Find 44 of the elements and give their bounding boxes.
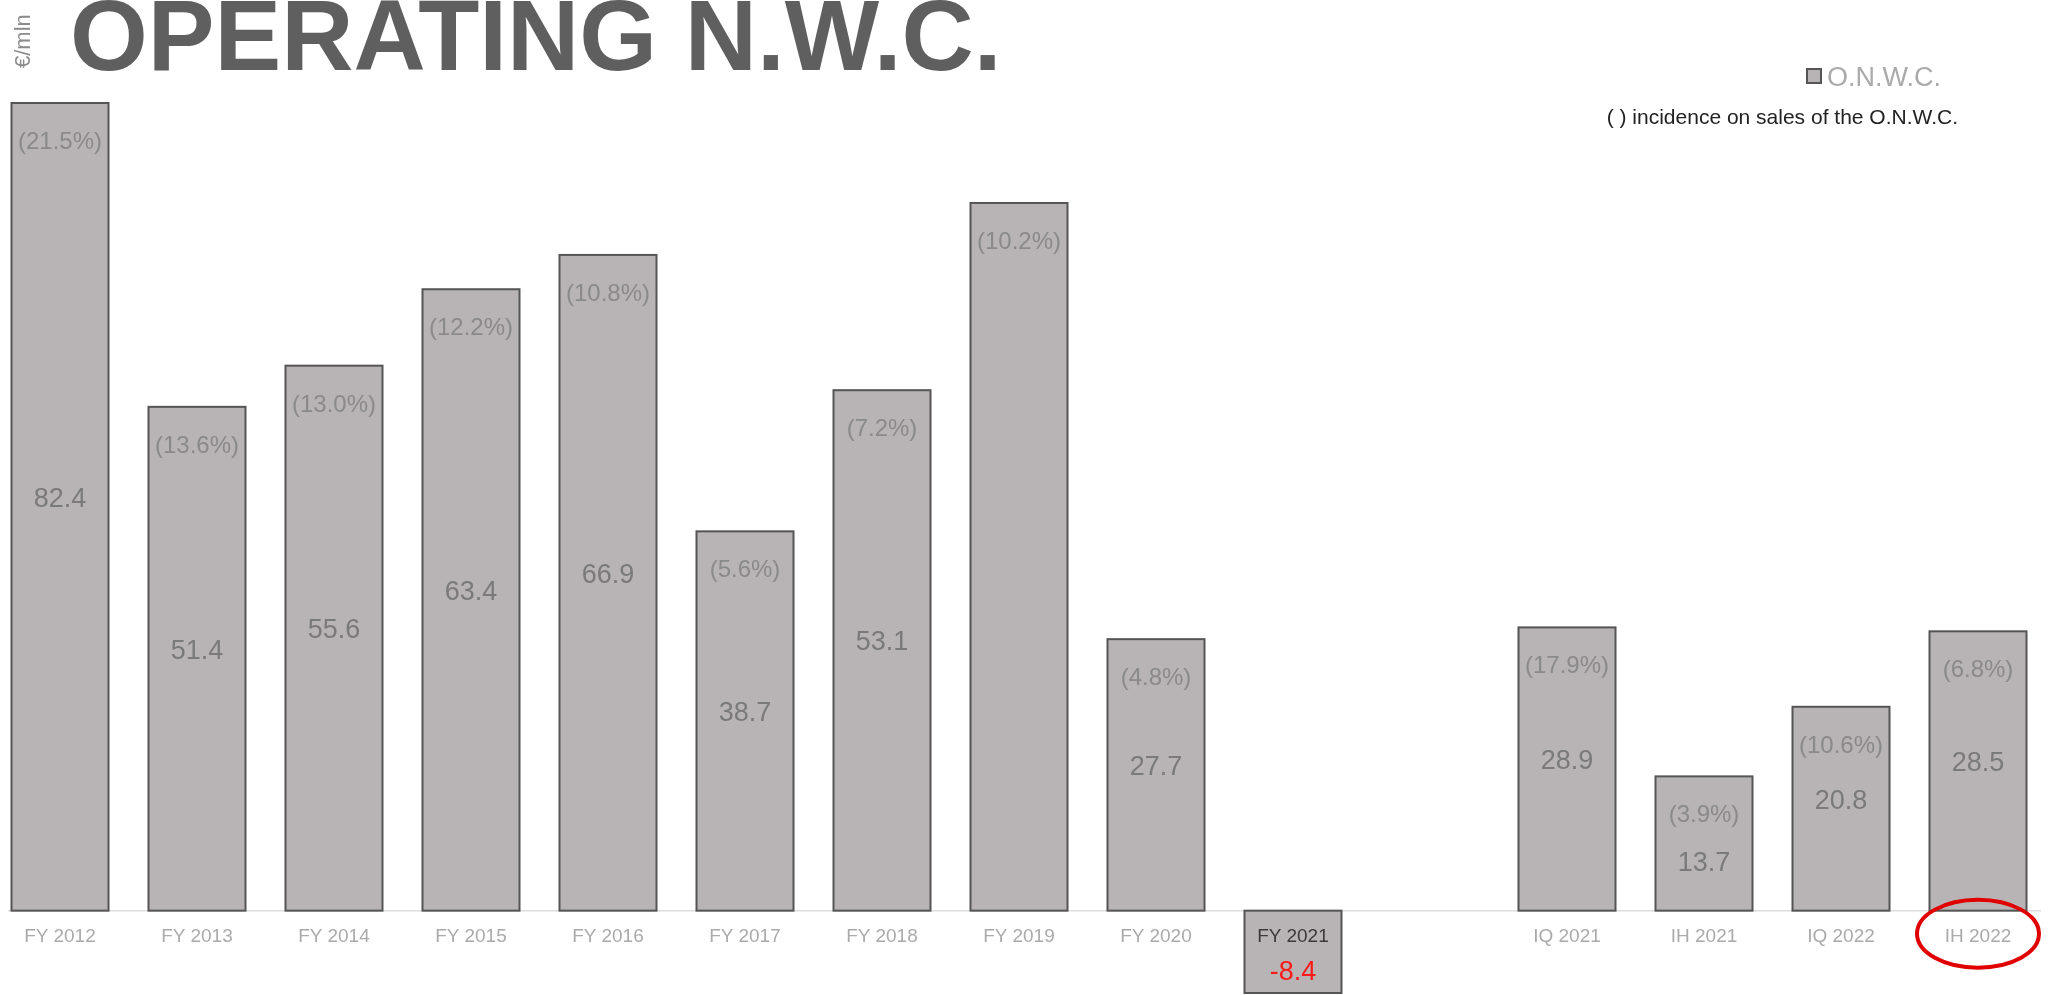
bar [558, 253, 658, 912]
x-tick-label: FY 2014 [298, 924, 371, 946]
y-axis-title: €/mln [10, 14, 35, 68]
bar [1791, 705, 1891, 912]
data-label: 13.7 [1677, 847, 1731, 878]
bar [421, 288, 521, 912]
data-label: 55.6 [307, 614, 361, 645]
x-tick-label: FY 2015 [435, 924, 507, 946]
bar [1106, 638, 1206, 912]
annotation: ( ) incidence on sales of the O.N.W.C. [1606, 105, 1958, 128]
data-label: 20.8 [1814, 784, 1868, 815]
bar [284, 364, 384, 912]
bar [147, 405, 247, 912]
x-tick-label: FY 2017 [709, 924, 781, 946]
data-label: 27.7 [1129, 750, 1183, 781]
data-label: 66.9 [581, 558, 635, 589]
bar [1517, 626, 1617, 912]
x-tick-label: IQ 2021 [1533, 924, 1601, 946]
x-tick-label: FY 2021 [1257, 924, 1329, 946]
data-label: 28.9 [1540, 745, 1594, 776]
data-label: -8.4 [1269, 955, 1317, 986]
bar [969, 201, 1069, 912]
bar [1654, 775, 1754, 912]
x-tick-label: FY 2012 [24, 924, 96, 946]
x-tick-label: IH 2021 [1670, 924, 1738, 946]
x-tick-label: FY 2016 [572, 924, 644, 946]
data-label: 82.4 [33, 482, 87, 513]
bar [1243, 909, 1343, 994]
x-tick-label: FY 2020 [1120, 924, 1192, 946]
x-tick-label: FY 2013 [161, 924, 233, 946]
data-label: 51.4 [170, 634, 224, 665]
chart-title: OPERATING N.W.C. [70, 0, 1002, 91]
data-label: 53.1 [855, 626, 909, 657]
x-tick-label: IH 2022 [1944, 924, 2012, 946]
bar [10, 102, 110, 912]
data-label: 38.7 [718, 697, 772, 727]
bar [695, 530, 795, 912]
legend-label: O.N.W.C. [1827, 62, 1941, 92]
x-tick-label: IQ 2022 [1807, 924, 1875, 946]
data-label: 63.4 [444, 575, 498, 606]
x-tick-label: FY 2019 [983, 924, 1055, 946]
x-tick-label: FY 2018 [846, 924, 918, 946]
bar [832, 389, 932, 912]
data-label: 28.5 [1951, 746, 2005, 777]
